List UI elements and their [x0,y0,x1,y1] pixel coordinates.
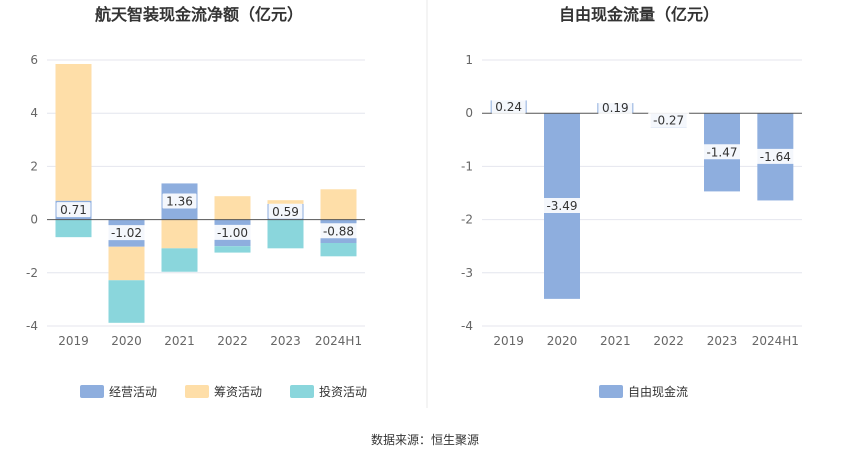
legend-swatch [290,385,314,398]
data-label-bg [648,112,690,128]
y-tick-label: -1 [461,159,473,173]
data-label: -1.00 [217,226,248,240]
legend-label: 自由现金流 [628,384,688,399]
legend-label: 投资活动 [319,384,367,399]
x-tick-label: 2023 [707,334,738,348]
data-label-bg [56,202,91,218]
bar-筹资活动-2023 [267,200,304,204]
legend-label: 经营活动 [109,385,157,399]
data-label-bg [162,193,197,209]
legend-item-投资活动[interactable]: 投资活动 [290,384,367,399]
data-label-bg [754,148,796,164]
chart-title: 自由现金流量（亿元） [559,5,719,24]
x-tick-label: 2020 [111,334,142,348]
x-tick-label: 2023 [270,334,301,348]
y-tick-label: -4 [461,319,473,333]
bar-投资活动-2023 [267,219,304,249]
y-tick-label: -2 [461,213,473,227]
x-tick-label: 2020 [547,334,578,348]
legend-swatch [185,385,209,398]
y-tick-label: 1 [465,53,473,67]
data-label-bg [541,198,583,214]
legend-swatch [599,385,623,398]
bar-投资活动-2022 [214,246,251,253]
data-label-bg [701,144,743,160]
bar-筹资活动-2021 [161,219,198,249]
data-label: 0.19 [602,101,629,115]
y-tick-label: 0 [30,213,38,227]
data-source-note: 数据来源：恒生聚源 [370,433,479,447]
y-tick-label: -4 [26,319,38,333]
bar-筹资活动-2024H1 [320,189,357,220]
data-label: 0.71 [60,203,87,217]
y-tick-label: -2 [26,266,38,280]
y-tick-label: 2 [30,159,38,173]
x-tick-label: 2022 [217,334,248,348]
y-tick-label: 4 [30,106,38,120]
data-label: 1.36 [166,195,193,209]
y-tick-label: 6 [30,53,38,67]
legend-item-经营活动[interactable]: 经营活动 [80,385,157,399]
data-label: -1.64 [760,150,791,164]
data-label: -1.47 [706,145,737,159]
x-tick-label: 2019 [58,334,89,348]
data-label-bg [318,223,359,239]
bar-筹资活动-2020 [108,246,145,281]
data-label-bg [491,98,526,114]
data-label-bg [212,224,253,240]
data-label-bg [106,225,147,241]
bar-筹资活动-2019 [55,63,92,201]
data-label: -1.02 [111,226,142,240]
bar-投资活动-2024H1 [320,243,357,257]
x-tick-label: 2022 [653,334,684,348]
y-tick-label: -3 [461,266,473,280]
legend-swatch [80,385,104,398]
free-cashflow-chart: 自由现金流量（亿元） -4 -3 -2 -1 0 1 0.24 -3.49 0.19 -0.27 -1… [461,5,802,399]
x-tick-label: 2019 [493,334,524,348]
data-label: -0.88 [323,224,354,238]
bar-投资活动-2019 [55,219,92,238]
data-label: -0.27 [653,113,684,127]
bar-投资活动-2020 [108,280,145,323]
x-tick-label: 2021 [164,334,195,348]
data-label: -3.49 [546,199,577,213]
data-label: 0.24 [495,100,522,114]
data-label-bg [268,203,303,219]
x-tick-label: 2024H1 [752,334,799,348]
data-label: 0.59 [272,205,299,219]
legend-item-筹资活动[interactable]: 筹资活动 [185,385,262,399]
bar-筹资活动-2022 [214,196,251,220]
y-tick-label: 0 [465,106,473,120]
legend-label: 筹资活动 [214,385,262,399]
bar-投资活动-2021 [161,248,198,272]
data-label-bg [598,100,633,116]
x-tick-label: 2024H1 [315,334,362,348]
legend-item-自由现金流[interactable]: 自由现金流 [599,384,688,399]
cashflow-chart: 航天智装现金流净额（亿元） -4 -2 0 2 4 6 0.71 -1.02 1.36 -1.00 0… [26,5,367,399]
chart-title: 航天智装现金流净额（亿元） [95,5,303,24]
x-tick-label: 2021 [600,334,631,348]
